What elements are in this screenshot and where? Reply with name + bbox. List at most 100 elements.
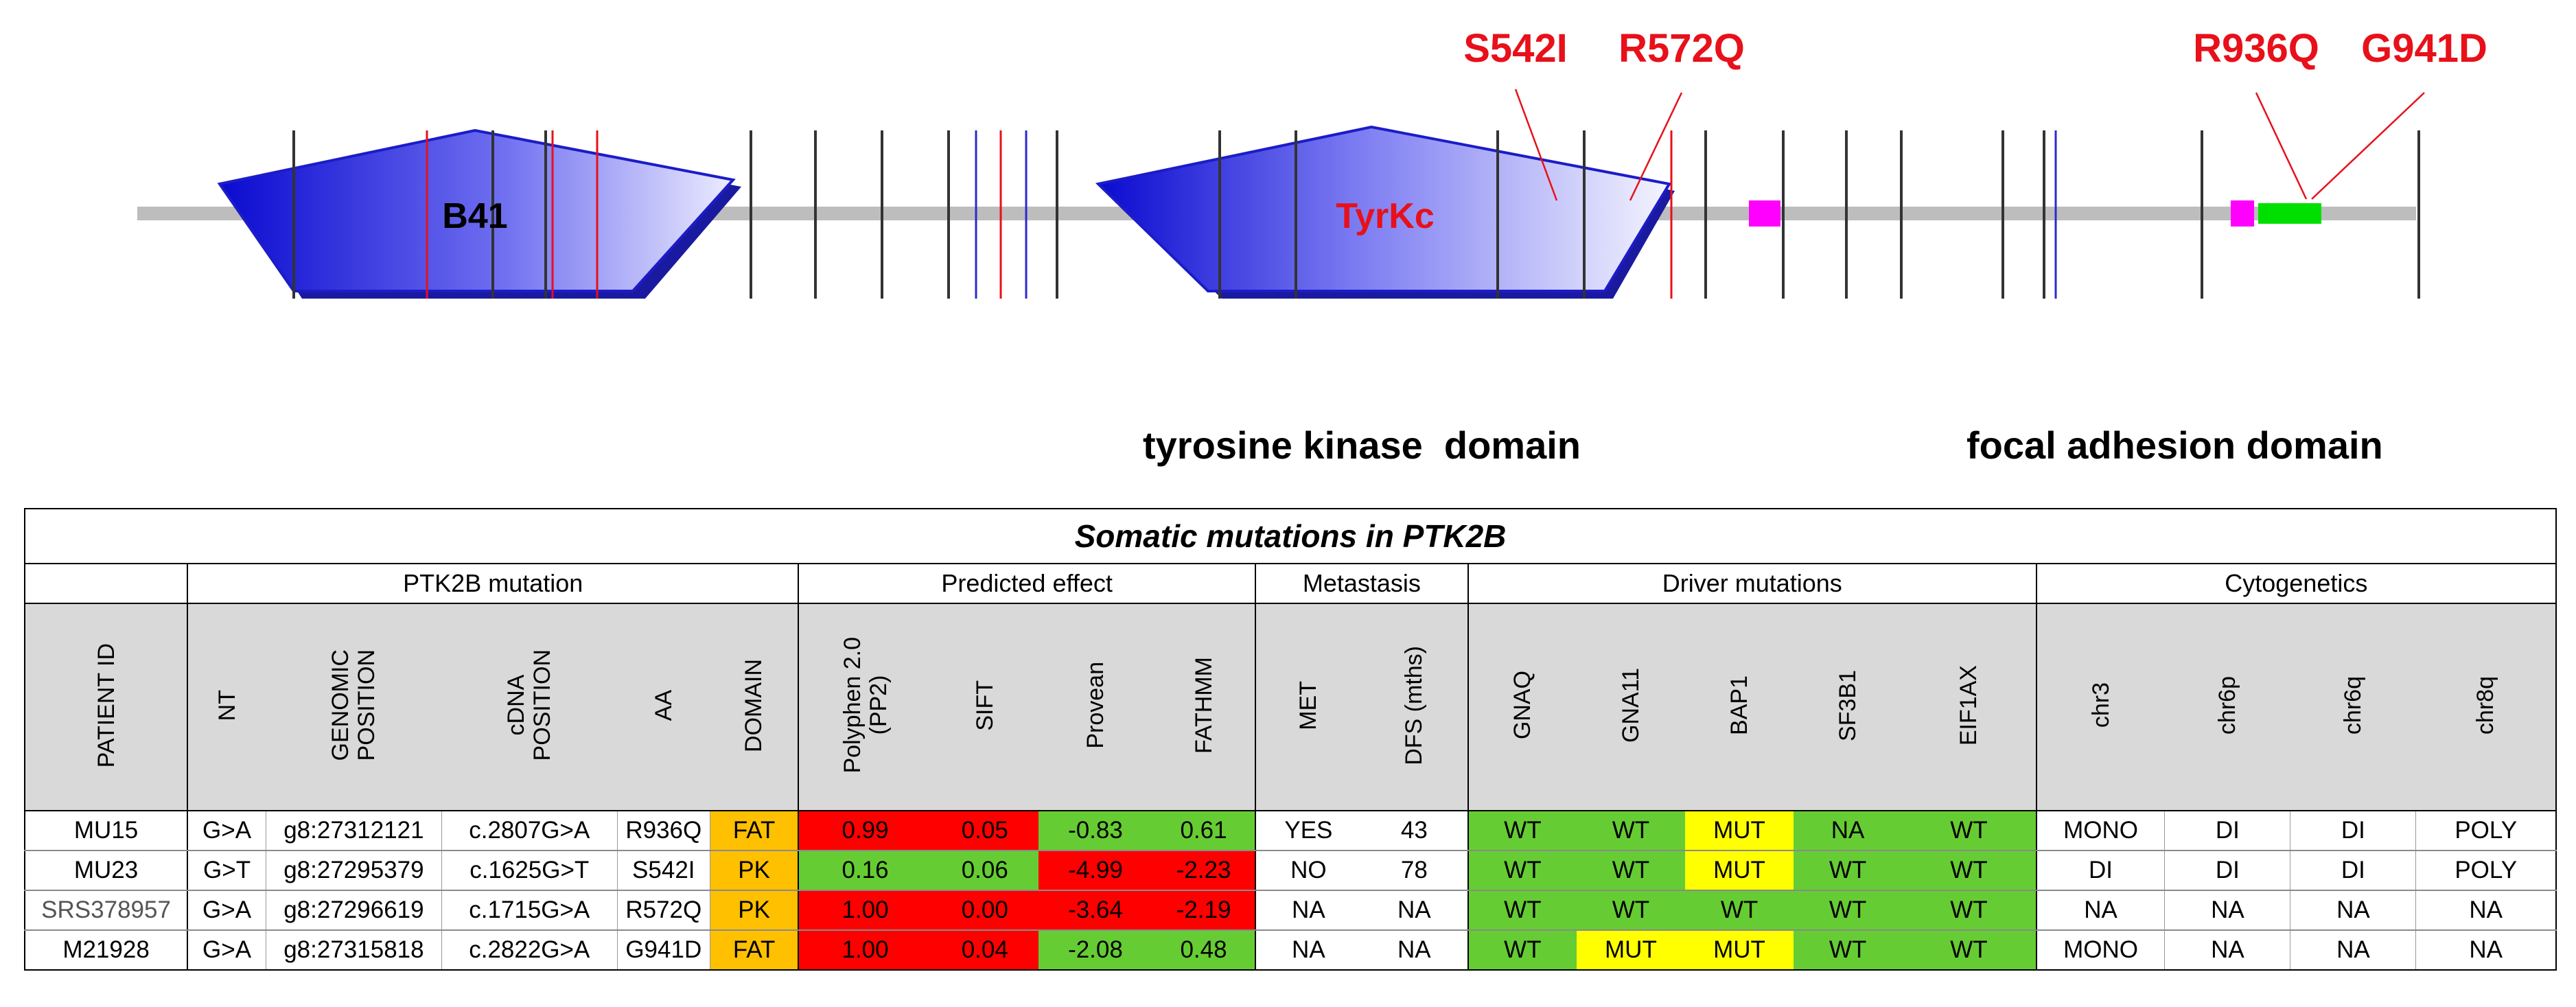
mutations-table-container: Somatic mutations in PTK2B PTK2B mutatio… <box>23 508 2557 971</box>
cell-gnaq: WT <box>1467 929 1577 971</box>
column-header-label: MET <box>1295 680 1322 730</box>
cell-gna11: MUT <box>1576 929 1685 971</box>
cell-gnaq: WT <box>1467 810 1577 851</box>
column-header-chr8q: chr8q <box>2415 603 2557 811</box>
green-motif <box>2258 203 2321 224</box>
magenta-motif-2 <box>2231 200 2254 227</box>
cell-polyphen: 1.00 <box>798 929 931 971</box>
cell-chr6p: DI <box>2164 810 2291 851</box>
cell-chr6p: DI <box>2164 850 2291 891</box>
cell-met: NA <box>1254 929 1361 971</box>
cell-domain: FAT <box>710 929 799 971</box>
table-row: MU23 G>T g8:27295379 c.1625G>T S542I PK 0.16 0.… <box>23 850 2557 891</box>
column-header-label: chr3 <box>2087 682 2114 728</box>
cell-gna11: WT <box>1576 890 1685 931</box>
table-row: M21928 G>A g8:27315818 c.2822G>A G941D FAT 1.0… <box>23 929 2557 971</box>
column-header-bap1: BAP1 <box>1684 603 1794 811</box>
column-header-label: Provean <box>1082 662 1109 749</box>
cell-genomic-position: g8:27315818 <box>266 929 442 971</box>
cell-patient-id: SRS378957 <box>23 890 189 931</box>
b41-domain <box>217 128 736 292</box>
column-header-label: chr6p <box>2214 675 2241 735</box>
column-header-gnaq: GNAQ <box>1467 603 1577 811</box>
protein-domain-diagram: B41 TyrKc S542I R572Q R936Q G941D tyrosi… <box>137 26 2487 467</box>
mutation-label-s542i: S542I <box>1463 26 1568 71</box>
cell-met: YES <box>1254 810 1361 851</box>
cell-sift: 0.06 <box>931 850 1038 891</box>
cell-chr3: NA <box>2035 890 2166 931</box>
column-header-fathmm: FATHMM <box>1152 603 1256 811</box>
column-header-cdna-position: cDNA POSITION <box>441 603 618 811</box>
cell-bap1: WT <box>1684 890 1794 931</box>
cell-aa: S542I <box>617 850 710 891</box>
column-header-label: SF3B1 <box>1835 669 1861 741</box>
tyrkc-domain-label: TyrKc <box>1336 196 1435 236</box>
column-header-nt: NT <box>187 603 266 811</box>
group-cytogenetics: Cytogenetics <box>2035 563 2557 604</box>
cell-gnaq: WT <box>1467 890 1577 931</box>
cell-genomic-position: g8:27295379 <box>266 850 442 891</box>
cell-chr8q: NA <box>2415 929 2557 971</box>
group-driver-mutations: Driver mutations <box>1467 563 2037 604</box>
cell-bap1: MUT <box>1684 850 1794 891</box>
cell-bap1: MUT <box>1684 929 1794 971</box>
column-header-label: DFS (mths) <box>1401 645 1428 765</box>
cell-provean: -4.99 <box>1038 850 1153 891</box>
column-header-eif1ax: EIF1AX <box>1902 603 2037 811</box>
cell-eif1ax: WT <box>1902 810 2037 851</box>
column-header-label: Polyphen 2.0 (PP2) <box>839 637 892 774</box>
cell-aa: R936Q <box>617 810 710 851</box>
column-header-chr6p: chr6p <box>2164 603 2290 811</box>
cell-gna11: WT <box>1576 810 1685 851</box>
cell-domain: PK <box>710 890 799 931</box>
tyrosine-kinase-domain-label: tyrosine kinase domain <box>1143 424 1581 467</box>
cell-cdna-position: c.2822G>A <box>441 929 618 971</box>
mutation-markers <box>426 130 1673 299</box>
cell-bap1: MUT <box>1684 810 1794 851</box>
column-header-label: DOMAIN <box>741 658 767 752</box>
cell-cdna-position: c.2807G>A <box>441 810 618 851</box>
group-ptk2b-mutation: PTK2B mutation <box>187 563 800 604</box>
cell-eif1ax: WT <box>1902 929 2037 971</box>
cell-gna11: WT <box>1576 850 1685 891</box>
column-header-row: PATIENT ID NT GENOMIC POSITION cDNA POSITIO… <box>23 603 2557 811</box>
column-header-label: SIFT <box>971 680 998 731</box>
column-header-dfs: DFS (mths) <box>1360 603 1469 811</box>
table-row: MU15 G>A g8:27312121 c.2807G>A R936Q FAT 0.99 0… <box>23 810 2557 851</box>
column-header-polyphen: Polyphen 2.0 (PP2) <box>798 603 931 811</box>
cell-cdna-position: c.1625G>T <box>441 850 618 891</box>
cell-sift: 0.04 <box>931 929 1038 971</box>
cell-sf3b1: NA <box>1794 810 1903 851</box>
cell-nt: G>A <box>187 890 267 931</box>
cell-provean: -2.08 <box>1038 929 1153 971</box>
mutation-label-r936q: R936Q <box>2193 26 2319 71</box>
column-header-domain: DOMAIN <box>710 603 800 811</box>
cell-chr8q: POLY <box>2415 810 2557 851</box>
column-header-gna11: GNA11 <box>1576 603 1685 811</box>
focal-adhesion-domain-label: focal adhesion domain <box>1966 424 2383 467</box>
cell-chr6p: NA <box>2164 929 2291 971</box>
column-header-genomic-position: GENOMIC POSITION <box>266 603 442 811</box>
cell-sf3b1: WT <box>1794 929 1903 971</box>
column-header-label: chr6q <box>2340 675 2367 735</box>
cell-nt: G>A <box>187 810 267 851</box>
cell-polyphen: 0.16 <box>798 850 931 891</box>
cell-chr6q: DI <box>2290 810 2417 851</box>
cell-patient-id: MU15 <box>23 810 189 851</box>
cell-nt: G>T <box>187 850 267 891</box>
cell-chr3: MONO <box>2035 810 2166 851</box>
cell-genomic-position: g8:27312121 <box>266 810 442 851</box>
cell-chr6p: NA <box>2164 890 2291 931</box>
cell-met: NA <box>1254 890 1361 931</box>
column-header-chr6q: chr6q <box>2290 603 2416 811</box>
cell-chr3: MONO <box>2035 929 2166 971</box>
cell-domain: PK <box>710 850 799 891</box>
cell-fathmm: -2.19 <box>1152 890 1255 931</box>
cell-provean: -0.83 <box>1038 810 1153 851</box>
cell-polyphen: 1.00 <box>798 890 931 931</box>
blue-markers <box>975 130 2057 299</box>
cell-sift: 0.00 <box>931 890 1038 931</box>
cell-polyphen: 0.99 <box>798 810 931 851</box>
column-header-sift: SIFT <box>931 603 1038 811</box>
cell-cdna-position: c.1715G>A <box>441 890 618 931</box>
